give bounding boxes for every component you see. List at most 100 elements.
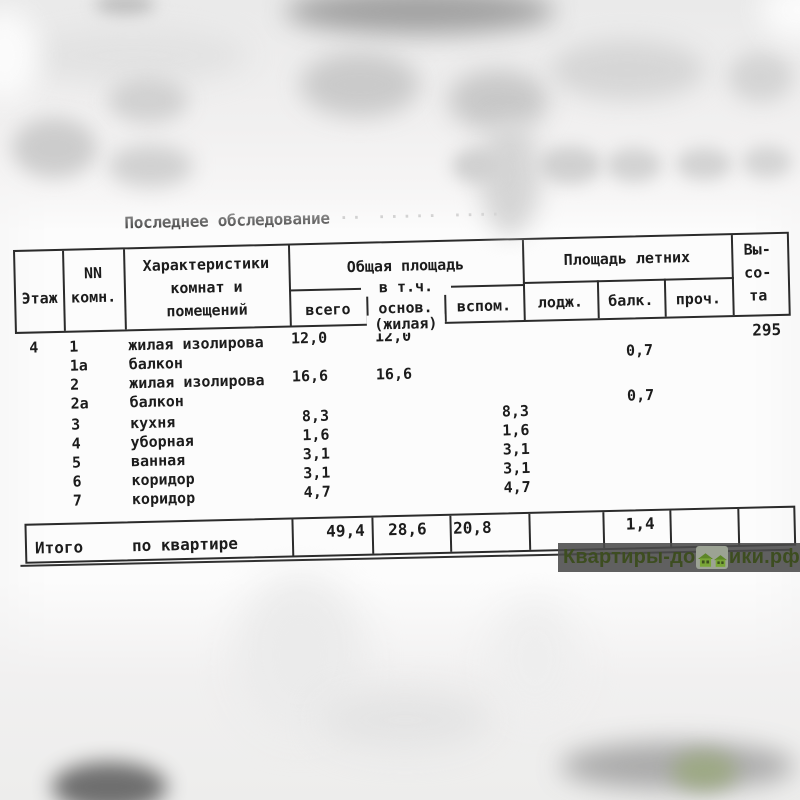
cell-name: кухня (129, 413, 176, 433)
cell-name: коридор (131, 469, 195, 490)
watermark-houses-chip (696, 546, 728, 569)
cell-main: 16,6 (375, 364, 413, 384)
illegible-date: ·· ····· ···· (338, 204, 504, 228)
cell-aux: 3,1 (502, 439, 531, 459)
cell-name: уборная (130, 431, 194, 452)
blur-blob (490, 600, 580, 720)
cell-name: коридор (131, 488, 196, 509)
cell-total: 12,0 (290, 328, 328, 348)
watermark-banner: Квартиры-до ики.рф (558, 543, 800, 572)
blur-blob (108, 78, 188, 123)
watermark-text-suffix: ики.рф (728, 546, 800, 568)
blurred-top-region (0, 0, 800, 232)
cell-room: 6 (72, 472, 82, 491)
blurred-bottom-region (0, 580, 800, 800)
cell-name: балкон (128, 354, 184, 374)
totals-height (739, 511, 789, 512)
blur-blob (0, 10, 40, 100)
last-survey-note: Последнее обследование ·· ····· ···· (124, 204, 503, 232)
cell-floor (32, 473, 64, 474)
grid-line (528, 513, 532, 550)
cell-floor (30, 395, 62, 396)
cell-floor: 4 (29, 338, 39, 357)
cell-total: 8,3 (301, 406, 330, 426)
watermark-text-prefix: Квартиры-до (563, 546, 696, 568)
blur-blob (452, 148, 502, 183)
blur-blob (742, 146, 792, 178)
blur-blob (672, 752, 737, 790)
cell-floor (31, 435, 63, 436)
totals-main: 28,6 (387, 519, 427, 540)
cell-aux (455, 324, 527, 326)
col-group-total-area: Общая площадь (346, 255, 465, 277)
col-header-aux: вспом. (456, 296, 512, 316)
col-header-loggia: лодж. (537, 292, 584, 312)
table-header: Этаж NN комн. Характеристики комнат и по… (13, 231, 791, 334)
col-header-characteristics-1: Характеристики (142, 253, 270, 275)
col-header-room-komn: комн. (70, 287, 117, 307)
blur-blob (320, 690, 490, 750)
cell-name: жилая изолирова (128, 333, 264, 355)
totals-label: Итого (34, 537, 84, 558)
cell-name: ванная (130, 451, 186, 471)
cell-room: 2а (70, 394, 89, 413)
blur-blob (12, 118, 97, 178)
blur-blob (95, 0, 155, 16)
blur-blob (760, 0, 800, 40)
blur-blob (676, 148, 732, 180)
cell-balcony: 0,7 (625, 340, 654, 360)
col-header-characteristics-2: комнат и (170, 277, 243, 298)
cell-room: 1а (69, 356, 89, 375)
blur-blob (448, 70, 548, 130)
col-header-floor: Этаж (21, 288, 58, 308)
blur-blob (300, 52, 420, 117)
grid-line (522, 277, 734, 284)
blur-blob (550, 40, 705, 100)
cell-room: 4 (71, 434, 81, 453)
col-header-height-1: Вы- (743, 240, 771, 259)
col-header-height-2: со- (743, 263, 772, 282)
cell-aux: 1,6 (502, 420, 530, 440)
cell-room: 1 (69, 337, 79, 356)
cell-total: 3,1 (303, 463, 331, 483)
col-header-room-nn: NN (83, 263, 103, 283)
col-header-other: проч. (675, 289, 722, 309)
totals-other (672, 512, 734, 513)
cell-name: жилая изолирова (128, 371, 265, 393)
blur-blob (52, 762, 167, 800)
cell-room: 7 (72, 491, 83, 510)
grid-line (737, 508, 741, 545)
cell-total: 3,1 (302, 444, 331, 464)
blur-blob (728, 52, 793, 102)
blur-blob (606, 148, 662, 182)
cell-total: 16,6 (291, 366, 329, 386)
blur-blob (235, 575, 365, 735)
col-header-balcony: балк. (608, 290, 654, 310)
blur-blob (18, 28, 248, 83)
col-header-including: в т.ч. (360, 276, 452, 297)
cell-floor (32, 454, 64, 455)
cell-total: 1,6 (302, 425, 330, 445)
blur-blob (285, 0, 555, 34)
cell-room: 3 (70, 415, 81, 434)
cell-floor (33, 492, 65, 493)
cell-aux: 4,7 (503, 477, 531, 497)
col-header-height-3: та (749, 286, 768, 305)
col-header-characteristics-3: помещений (166, 300, 248, 321)
totals-balcony: 1,4 (625, 513, 655, 534)
cell-room: 2 (69, 375, 80, 394)
grid-line (669, 510, 673, 547)
cell-balcony (613, 322, 665, 323)
cell-total: 4,7 (303, 482, 331, 502)
cell-floor (31, 416, 63, 417)
cell-name: балкон (129, 392, 185, 412)
blurred-watermark-remnant (560, 742, 795, 790)
col-header-total: всего (305, 300, 351, 320)
blur-blob (108, 145, 193, 187)
last-survey-text: Последнее обследование (124, 208, 330, 233)
house-icon (713, 555, 727, 567)
col-header-main-note: (жилая) (366, 313, 446, 334)
totals-label-2: по квартире (131, 533, 239, 556)
cell-floor (30, 376, 62, 377)
